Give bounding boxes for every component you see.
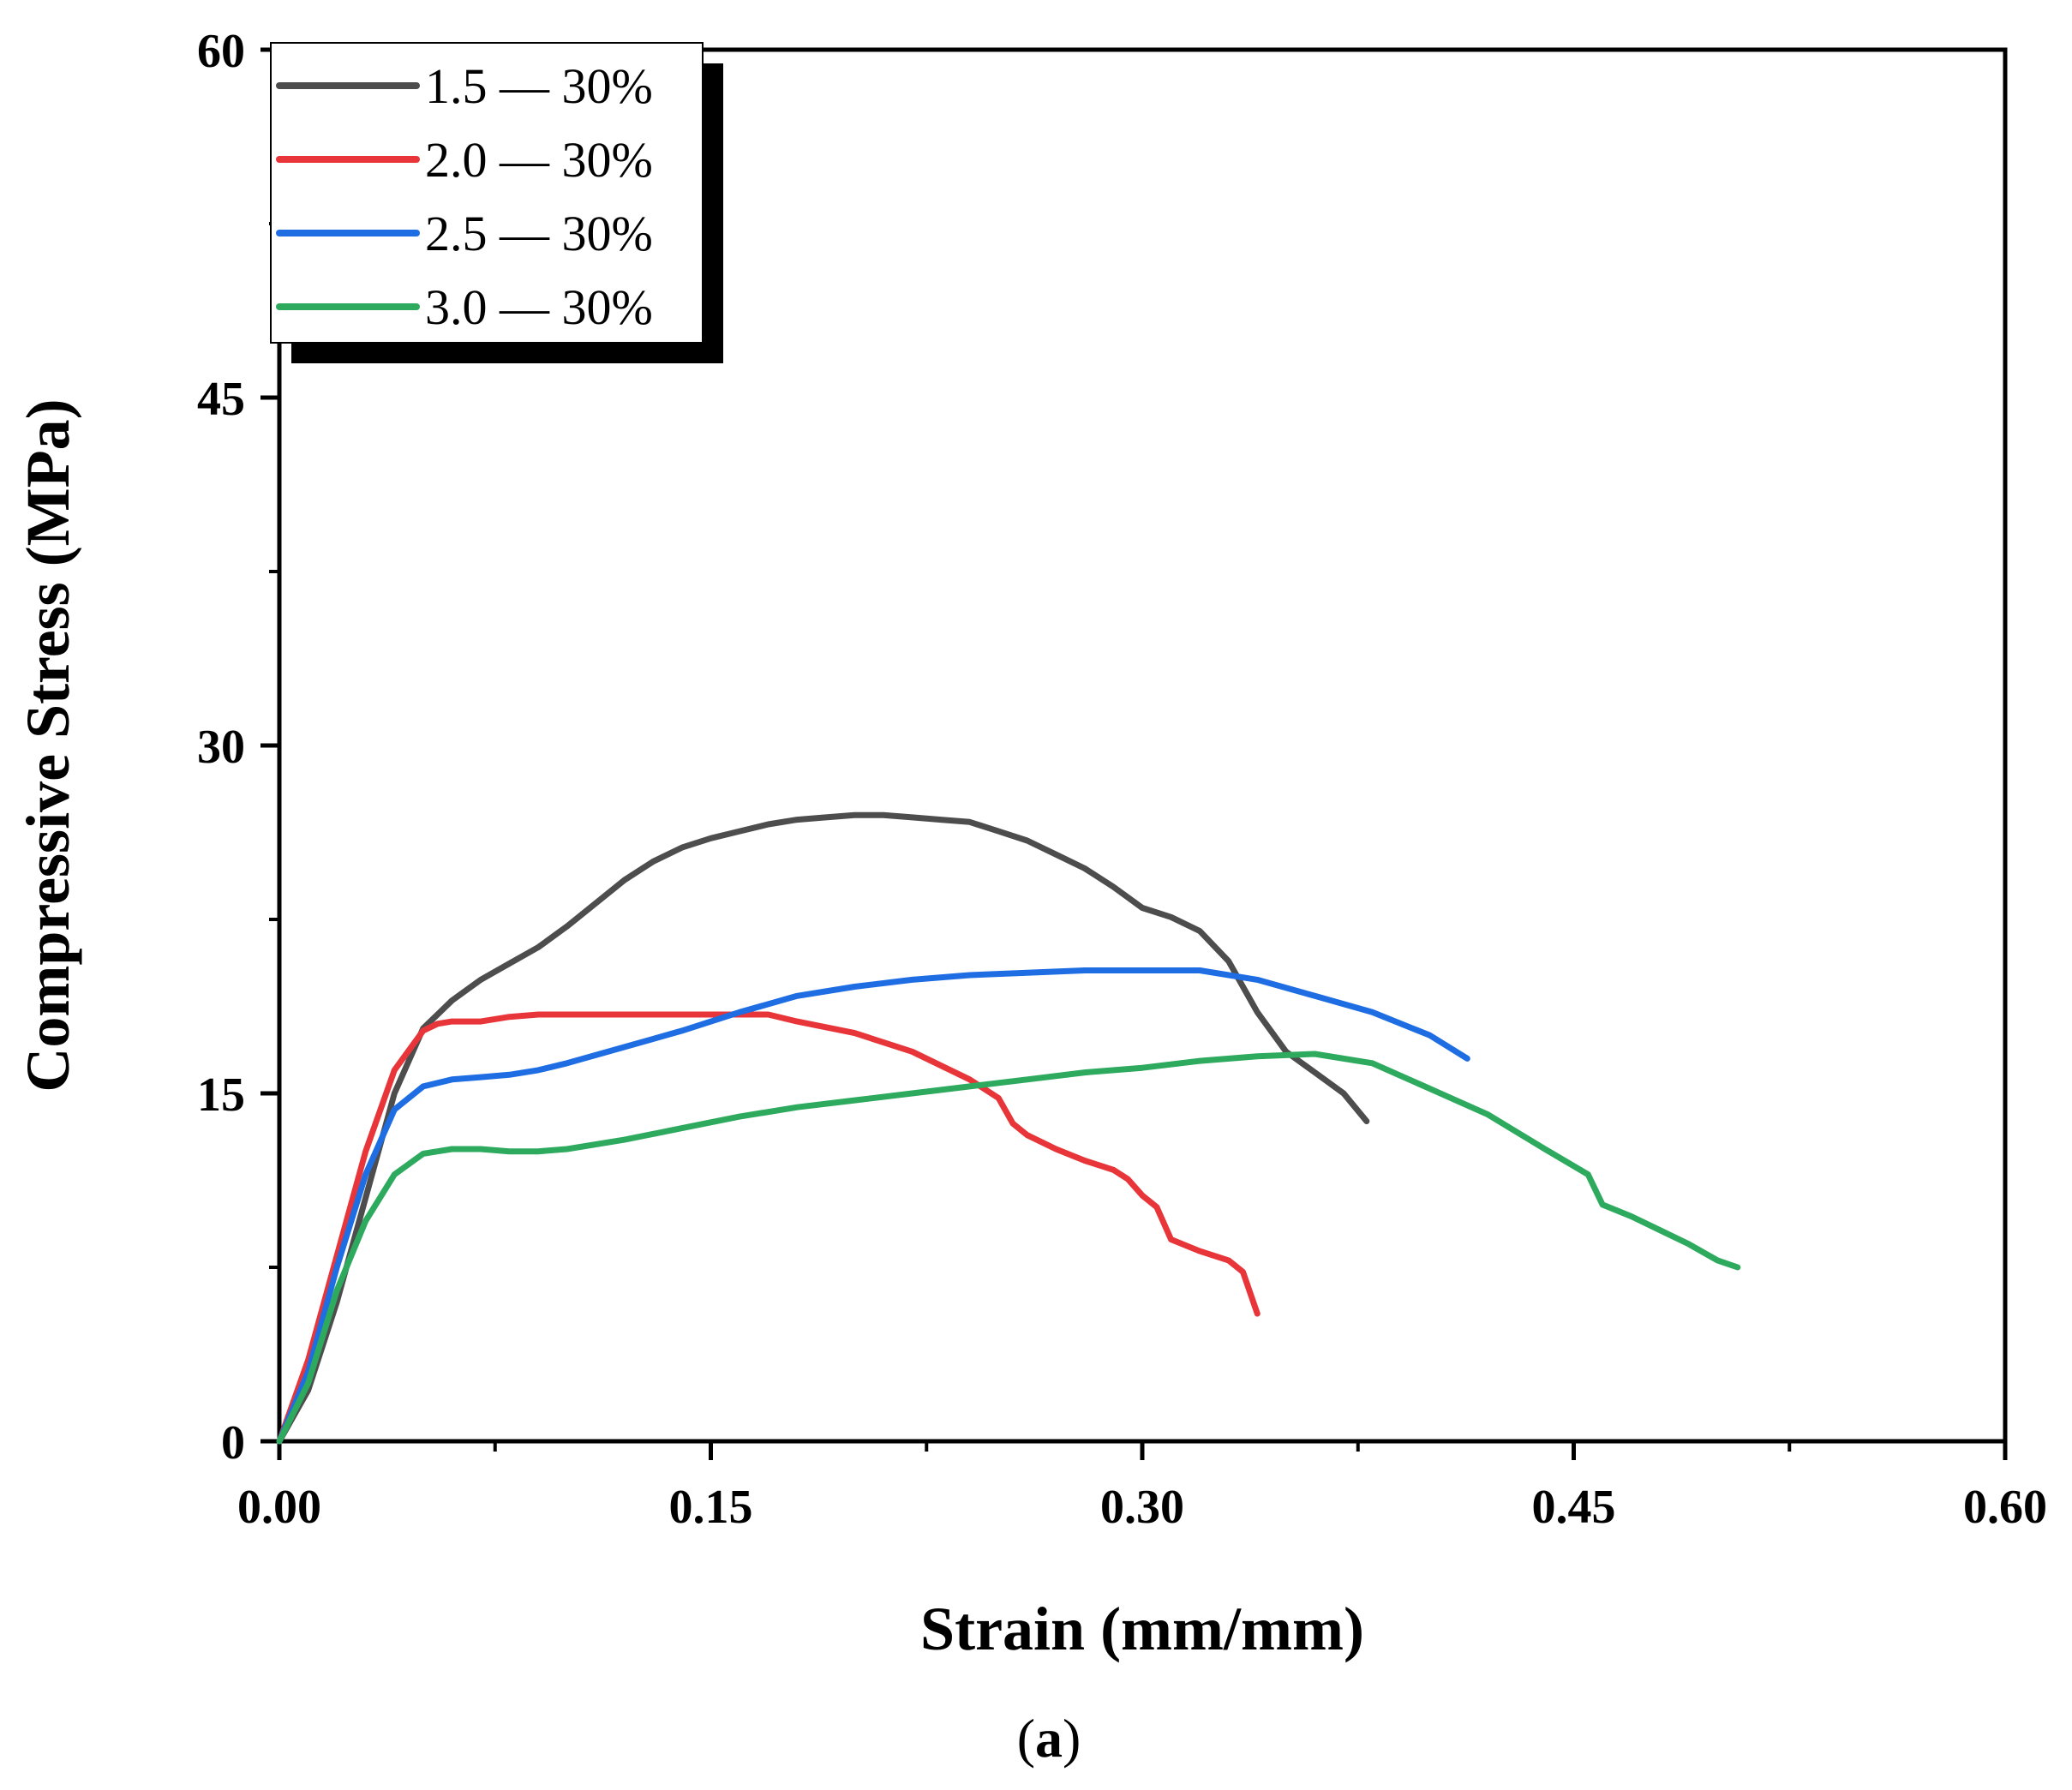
y-tick-label: 45 bbox=[197, 373, 245, 426]
x-tick-label: 0.30 bbox=[1100, 1481, 1184, 1534]
y-tick-label: 30 bbox=[197, 721, 245, 774]
series-line-3 bbox=[276, 967, 1470, 1445]
x-tick-label: 0.00 bbox=[237, 1481, 321, 1534]
x-tick-label: 0.45 bbox=[1532, 1481, 1616, 1534]
series-layer bbox=[276, 811, 1741, 1445]
caption-close-paren: ) bbox=[1063, 1708, 1081, 1769]
legend-label-4: 3.0 — 30% bbox=[425, 279, 653, 335]
x-tick-label: 0.60 bbox=[1963, 1481, 2047, 1534]
series-line-1 bbox=[276, 811, 1370, 1445]
legend-box bbox=[270, 42, 704, 344]
caption-letter: a bbox=[1035, 1708, 1063, 1769]
y-tick-label: 0 bbox=[221, 1416, 245, 1470]
legend-label-1: 1.5 — 30% bbox=[425, 58, 653, 114]
figure-caption: (a) bbox=[1017, 1708, 1081, 1769]
x-axis-title: Strain (mm/mm) bbox=[920, 1595, 1364, 1663]
y-tick-label: 15 bbox=[197, 1069, 245, 1122]
legend-items: 1.5 — 30% 2.0 — 30% 2.5 — 30% 3.0 — 30% bbox=[276, 58, 653, 335]
y-axis: 0 15 30 45 60 bbox=[197, 25, 279, 1470]
y-tick-label: 60 bbox=[197, 25, 245, 78]
x-axis: 0.00 0.15 0.30 0.45 0.60 bbox=[237, 1441, 2047, 1534]
legend-label-3: 2.5 — 30% bbox=[425, 206, 653, 261]
legend-label-2: 2.0 — 30% bbox=[425, 132, 653, 188]
legend: 1.5 — 30% 2.0 — 30% 2.5 — 30% 3.0 — 30% bbox=[270, 42, 723, 363]
y-axis-title: Compressive Stress (MPa) bbox=[14, 398, 82, 1092]
series-line-2 bbox=[276, 1011, 1261, 1445]
caption-open-paren: ( bbox=[1017, 1708, 1035, 1769]
series-line-4 bbox=[276, 1051, 1741, 1445]
x-tick-label: 0.15 bbox=[669, 1481, 753, 1534]
